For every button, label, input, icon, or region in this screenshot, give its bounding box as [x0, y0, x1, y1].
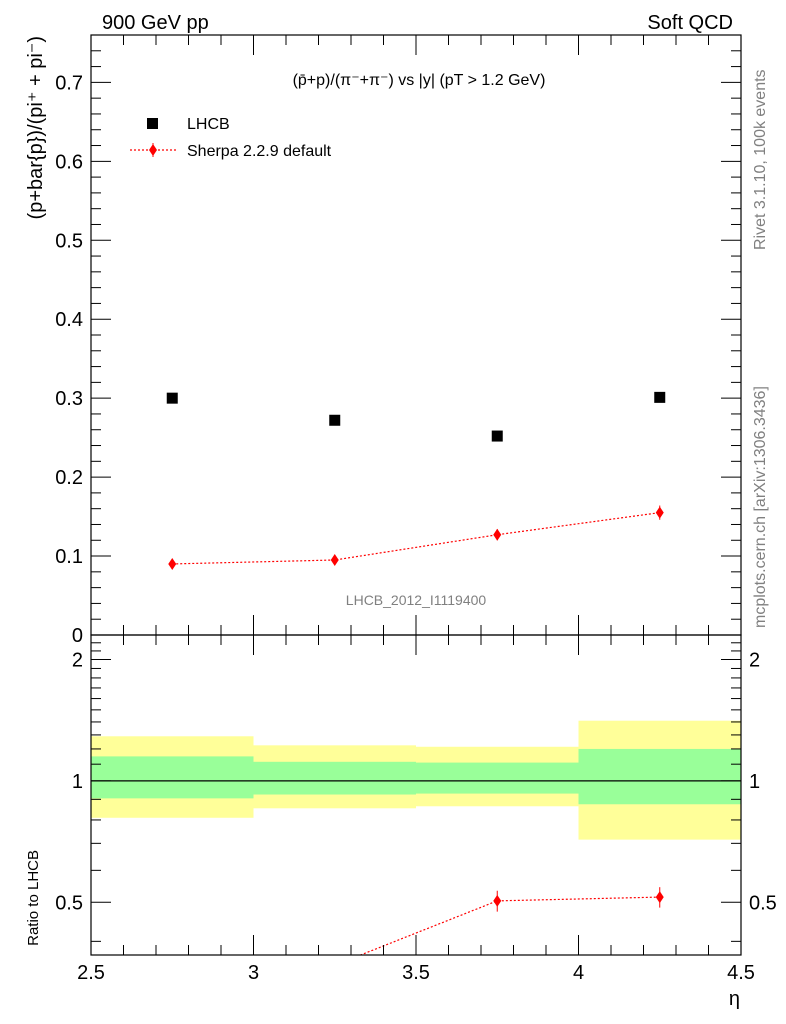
ratio-sherpa-point: [655, 891, 664, 904]
main-axes: 0 0.1 0.2 0.3 0.4 0.5 0.6 0.7: [55, 34, 742, 647]
ratio-plot-area: [91, 720, 741, 840]
lhcb-point: [166, 392, 178, 404]
x-tick-label: 4.5: [727, 962, 755, 984]
lhcb-point: [329, 414, 341, 426]
x-tick-label: 2.5: [77, 962, 105, 984]
main-y-tick-label: 0.3: [55, 388, 83, 410]
main-y-tick-label: 0.5: [55, 230, 83, 252]
ratio-y-tick-label: 1: [72, 771, 83, 793]
ratio-y-tick-label-right: 0.5: [749, 892, 777, 914]
x-tick-label: 3: [248, 962, 259, 984]
x-axis-label: η: [729, 988, 740, 1010]
chart-title: (p̄+p)/(π⁻+π⁻) vs |y| (pT > 1.2 GeV): [293, 72, 546, 89]
main-y-axis-label: (p+bar{p})/(pi⁺ + pi⁻): [25, 36, 47, 219]
ratio-sherpa-point: [168, 986, 176, 998]
watermark: LHCB_2012_I1119400: [346, 592, 487, 608]
main-y-tick-label: 0.2: [55, 467, 83, 489]
main-y-tick-label: 0: [72, 625, 83, 647]
ratio-y-tick-label: 0.5: [55, 892, 83, 914]
ratio-y-tick-label: 2: [72, 649, 83, 671]
mcplots-label: mcplots.cern.ch [arXiv:1306.3436]: [752, 386, 769, 628]
header-right: Soft QCD: [647, 12, 733, 34]
sherpa-point: [655, 506, 664, 519]
main-y-tick-label: 0.7: [55, 72, 83, 94]
ratio-axes: 0.5 0.5 1 1 2 2 2.5 3 3.5 4 4.5: [55, 634, 777, 984]
lhcb-point: [491, 430, 503, 442]
ratio-y-tick-label-right: 2: [749, 649, 760, 671]
legend: LHCB Sherpa 2.2.9 default: [130, 116, 332, 160]
ratio-data-layer: [91, 780, 741, 998]
legend-marker-lhcb: [147, 118, 158, 129]
ratio-stat-band: [253, 761, 416, 795]
ratio-y-tick-label-right: 1: [749, 771, 760, 793]
main-y-tick-label: 0.1: [55, 546, 83, 568]
sherpa-point: [493, 528, 502, 541]
legend-label-lhcb: LHCB: [187, 116, 230, 133]
ratio-sherpa-line: [358, 896, 660, 955]
main-y-tick-label: 0.4: [55, 309, 83, 331]
x-tick-label: 4: [573, 962, 584, 984]
x-tick-label: 3.5: [402, 962, 430, 984]
ratio-sherpa-point: [331, 959, 339, 971]
ratio-stat-band: [91, 756, 254, 799]
ratio-stat-band: [416, 762, 579, 794]
ratio-stat-band: [578, 748, 741, 805]
header-left: 900 GeV pp: [102, 12, 209, 34]
legend-marker-sherpa: [149, 144, 157, 156]
sherpa-line: [172, 512, 660, 565]
ratio-sherpa-point: [493, 894, 502, 907]
sherpa-point: [330, 554, 339, 566]
legend-label-sherpa: Sherpa 2.2.9 default: [187, 143, 332, 160]
ratio-y-axis-label: Ratio to LHCB: [25, 850, 42, 946]
main-data-layer: [166, 391, 666, 570]
main-y-tick-label: 0.6: [55, 151, 83, 173]
lhcb-point: [654, 391, 666, 403]
rivet-label: Rivet 3.1.10, 100k events: [752, 69, 769, 250]
sherpa-point: [168, 557, 177, 570]
